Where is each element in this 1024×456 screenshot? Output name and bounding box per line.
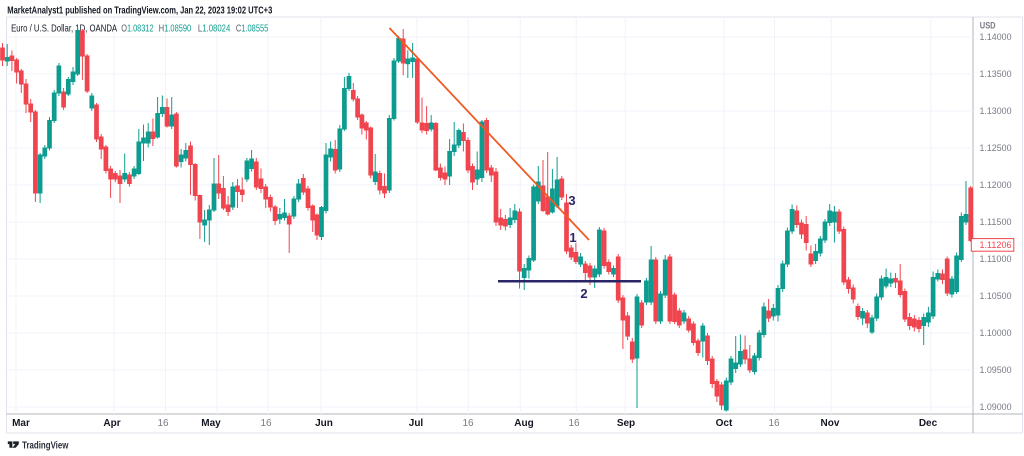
svg-text:Jun: Jun [315,418,333,429]
svg-text:1.12000: 1.12000 [980,180,1012,191]
svg-text:Oct: Oct [716,418,733,429]
svg-text:1.09000: 1.09000 [980,402,1012,413]
svg-text:16: 16 [260,418,272,429]
svg-text:MarketAnalyst1 published on Tr: MarketAnalyst1 published on TradingView.… [7,4,272,16]
svg-text:1.11500: 1.11500 [980,217,1012,228]
svg-text:1.13500: 1.13500 [980,69,1012,80]
svg-text:16: 16 [568,418,580,429]
svg-text:16: 16 [157,418,169,429]
svg-text:2: 2 [580,286,587,301]
svg-text:Aug: Aug [514,418,533,429]
svg-text:May: May [201,418,221,429]
svg-text:L1.08024: L1.08024 [198,22,231,34]
svg-text:C1.08555: C1.08555 [236,22,269,34]
svg-text:3: 3 [568,193,575,208]
svg-text:1.13000: 1.13000 [980,106,1012,117]
svg-text:1.10500: 1.10500 [980,291,1012,302]
svg-text:Dec: Dec [919,418,938,429]
svg-text:16: 16 [462,418,474,429]
svg-text:Apr: Apr [103,418,120,429]
svg-text:1.11000: 1.11000 [980,254,1012,265]
svg-text:1: 1 [569,230,576,245]
svg-text:1.12500: 1.12500 [980,143,1012,154]
svg-text:USD: USD [980,20,996,30]
svg-text:Jul: Jul [409,418,424,429]
svg-text:16: 16 [768,418,780,429]
svg-text:1.10000: 1.10000 [980,328,1012,339]
svg-text:O1.08312: O1.08312 [121,22,154,34]
svg-text:Sep: Sep [617,418,635,429]
svg-text:1.09500: 1.09500 [980,365,1012,376]
svg-text:Nov: Nov [821,418,840,429]
svg-text:1.11206: 1.11206 [980,240,1012,251]
svg-text:H1.08590: H1.08590 [159,22,192,34]
svg-text:TradingView: TradingView [22,441,68,452]
svg-text:1.14000: 1.14000 [980,32,1012,43]
svg-text:Euro / U.S. Dollar, 1D, OANDA: Euro / U.S. Dollar, 1D, OANDA [11,22,117,34]
svg-text:Mar: Mar [12,418,30,429]
